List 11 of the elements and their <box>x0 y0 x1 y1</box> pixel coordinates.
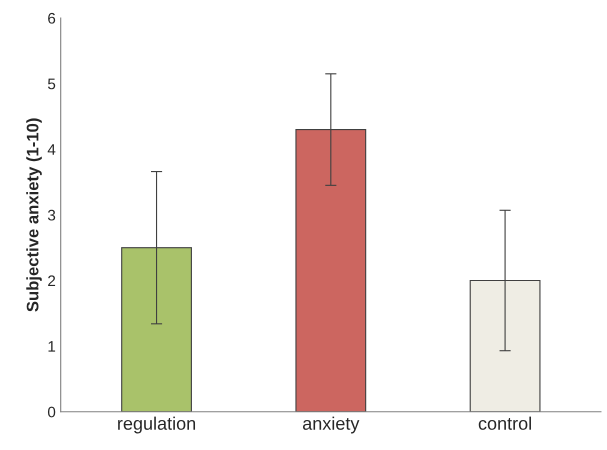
y-tick-label: 5 <box>48 78 56 90</box>
y-tick-label: 1 <box>48 341 56 352</box>
y-tick-label: 3 <box>48 210 56 221</box>
y-tick-label: 4 <box>48 144 56 155</box>
y-tick-label: 6 <box>48 12 56 24</box>
x-tick-label: anxiety <box>302 416 360 434</box>
x-tick-label: regulation <box>118 416 196 434</box>
y-tick-label: 0 <box>48 406 56 418</box>
y-axis-title: Subjective anxiety (1-10) <box>26 118 42 312</box>
x-tick-label: control <box>478 416 531 430</box>
y-tick-label: 2 <box>48 275 56 286</box>
